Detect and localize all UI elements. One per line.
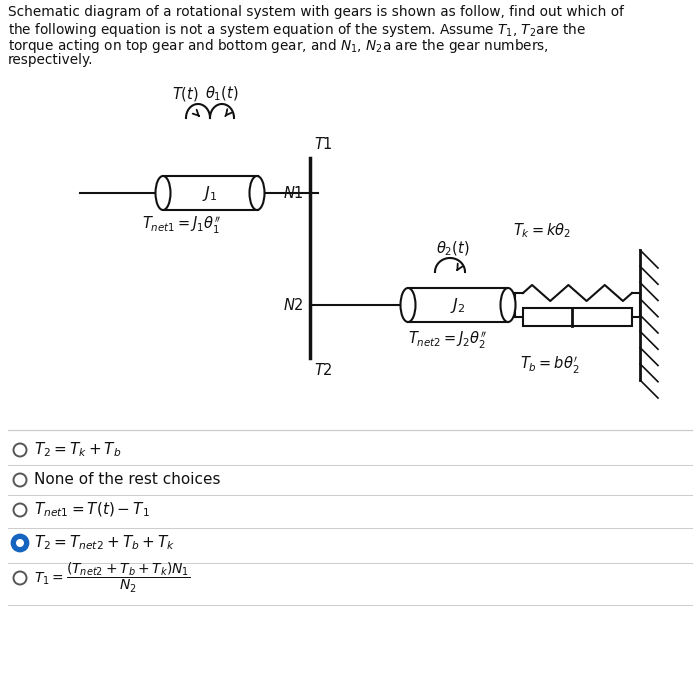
Text: the following equation is not a system equation of the system. Assume $T_1$, $T_: the following equation is not a system e… [8,21,586,39]
Ellipse shape [249,176,265,210]
Text: $T_1 = \dfrac{(T_{net2}+T_b+T_k)N_1}{N_2}$: $T_1 = \dfrac{(T_{net2}+T_b+T_k)N_1}{N_2… [34,561,190,595]
Text: $T(t)$: $T(t)$ [172,85,198,103]
Text: $T_2 = T_k + T_b$: $T_2 = T_k + T_b$ [34,441,122,460]
Circle shape [13,444,27,457]
Text: $T_2 = T_{net2} + T_b + T_k$: $T_2 = T_{net2} + T_b + T_k$ [34,533,175,552]
Text: $T_{net1} = J_1\theta_1''$: $T_{net1} = J_1\theta_1''$ [142,215,221,236]
Bar [408,288,508,322]
Ellipse shape [500,288,515,322]
Ellipse shape [400,288,416,322]
Text: Schematic diagram of a rotational system with gears is shown as follow, find out: Schematic diagram of a rotational system… [8,5,624,19]
Text: $\theta_1(t)$: $\theta_1(t)$ [205,84,239,103]
Text: None of the rest choices: None of the rest choices [34,473,221,487]
Text: $T_{net1} = T(t) - T_1$: $T_{net1} = T(t) - T_1$ [34,501,150,519]
Text: $N1$: $N1$ [284,185,304,201]
Circle shape [16,539,24,547]
Text: $T2$: $T2$ [314,362,332,378]
Circle shape [13,473,27,486]
Text: $T1$: $T1$ [314,136,332,152]
Bar [523,308,632,326]
Text: $\theta_2(t)$: $\theta_2(t)$ [436,240,470,258]
Text: $T_k = k\theta_2$: $T_k = k\theta_2$ [513,221,571,240]
Text: $J_2$: $J_2$ [450,296,466,314]
Text: $N2$: $N2$ [284,297,304,313]
Text: $T_{net2} = J_2\theta_2''$: $T_{net2} = J_2\theta_2''$ [408,330,487,351]
Text: $T_b = b\theta_2'$: $T_b = b\theta_2'$ [520,355,580,376]
Bar [163,176,258,210]
Circle shape [13,571,27,585]
Circle shape [13,504,27,516]
Text: $J_1$: $J_1$ [202,184,218,202]
Ellipse shape [155,176,171,210]
Text: respectively.: respectively. [8,53,94,67]
Text: torque acting on top gear and bottom gear, and $N_1$, $N_2$a are the gear number: torque acting on top gear and bottom gea… [8,37,549,55]
Circle shape [12,535,28,551]
